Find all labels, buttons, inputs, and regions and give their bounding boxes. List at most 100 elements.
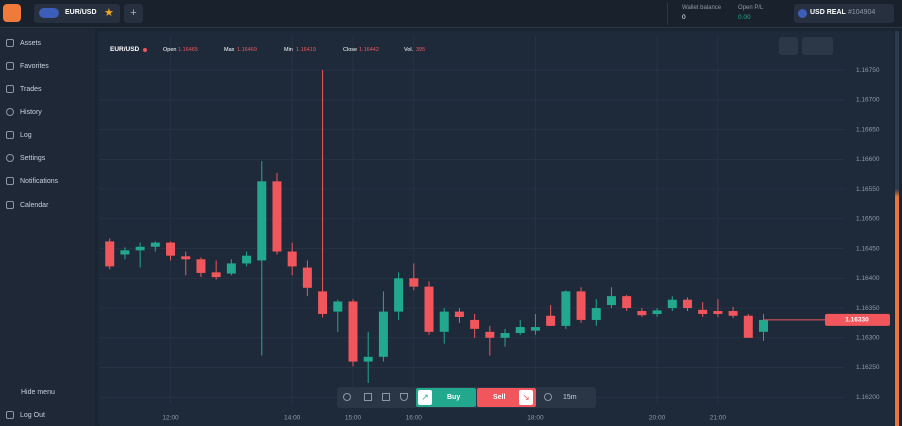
candle-body bbox=[728, 311, 738, 316]
candle-body bbox=[652, 310, 662, 314]
tool-icon[interactable] bbox=[382, 393, 390, 401]
y-tick-label: 1.16750 bbox=[856, 67, 880, 74]
candle-body bbox=[698, 309, 708, 314]
min-value: 1.16419 bbox=[296, 47, 316, 53]
y-tick-label: 1.16700 bbox=[856, 97, 880, 104]
candle-body bbox=[530, 327, 540, 331]
star-icon[interactable]: ★ bbox=[104, 7, 114, 19]
candle-body bbox=[242, 255, 252, 264]
close-value: 1.16442 bbox=[359, 47, 379, 53]
y-tick-label: 1.16400 bbox=[856, 275, 880, 282]
sidebar bbox=[0, 29, 95, 426]
candle-body bbox=[515, 327, 525, 334]
interval[interactable]: 15m bbox=[563, 394, 577, 401]
wallet-label: Wallet balance bbox=[682, 5, 722, 11]
logo[interactable] bbox=[3, 4, 21, 22]
max-value: 1.16469 bbox=[237, 47, 257, 53]
flag-icon bbox=[39, 8, 59, 18]
open-value: 1.16465 bbox=[178, 47, 198, 53]
nav-item[interactable]: History bbox=[6, 108, 42, 116]
y-tick-label: 1.16600 bbox=[856, 156, 880, 163]
account-id: #104904 bbox=[848, 9, 876, 16]
nav-label: Log Out bbox=[20, 411, 45, 419]
pl-label: Open P/L bbox=[738, 5, 764, 11]
candle-body bbox=[211, 272, 221, 278]
nav-label: Settings bbox=[20, 154, 46, 162]
candle-body bbox=[409, 278, 419, 287]
buy-label: Buy bbox=[447, 394, 461, 401]
candle-body bbox=[166, 242, 176, 256]
candle-body bbox=[591, 308, 601, 320]
candle-body bbox=[196, 259, 206, 273]
candle-body bbox=[424, 286, 434, 332]
tool-icon[interactable] bbox=[400, 393, 408, 401]
divider bbox=[667, 3, 668, 25]
nav-item[interactable]: Settings bbox=[6, 154, 45, 162]
y-tick-label: 1.16200 bbox=[856, 394, 880, 401]
sell-label: Sell bbox=[493, 394, 506, 401]
nav-item[interactable]: Calendar bbox=[6, 201, 48, 209]
layout-button[interactable] bbox=[802, 37, 833, 55]
y-tick-label: 1.16250 bbox=[856, 364, 880, 371]
nav-item[interactable]: Notifications bbox=[6, 177, 58, 185]
logout[interactable]: Log Out bbox=[6, 411, 45, 419]
candle-body bbox=[348, 301, 358, 362]
y-tick-label: 1.16350 bbox=[856, 305, 880, 312]
y-tick-label: 1.16300 bbox=[856, 335, 880, 342]
y-tick-label: 1.16450 bbox=[856, 245, 880, 252]
nav-label: Assets bbox=[20, 39, 42, 47]
nav-item[interactable]: Trades bbox=[6, 85, 42, 93]
tab-label: EUR/USD bbox=[65, 9, 97, 16]
hide-menu[interactable]: Hide menu bbox=[21, 389, 55, 396]
tool-icon[interactable] bbox=[364, 393, 372, 401]
candle-body bbox=[394, 278, 404, 312]
nav-label: Notifications bbox=[20, 177, 59, 185]
nav-item[interactable]: Log bbox=[6, 131, 32, 139]
candle-body bbox=[257, 181, 267, 261]
side-strip bbox=[895, 31, 899, 426]
candle-body bbox=[272, 181, 282, 252]
account-selector[interactable] bbox=[794, 4, 894, 23]
price-label: 1.16330 bbox=[845, 317, 869, 324]
x-tick-label: 21:00 bbox=[710, 415, 727, 422]
candle-body bbox=[363, 356, 373, 362]
x-tick-label: 12:00 bbox=[162, 415, 179, 422]
candle-body bbox=[713, 311, 723, 314]
vol-label: Vol. bbox=[404, 47, 414, 53]
account-label: USD REAL bbox=[810, 9, 846, 16]
candle-body bbox=[759, 319, 769, 332]
max-label: Max bbox=[224, 47, 235, 53]
close-label: Close bbox=[343, 47, 358, 53]
candle-body bbox=[287, 251, 297, 267]
candle-body bbox=[485, 331, 495, 338]
clock-button[interactable] bbox=[779, 37, 798, 55]
candle-body bbox=[105, 241, 115, 267]
candle-body bbox=[637, 311, 647, 316]
y-tick-label: 1.16550 bbox=[856, 186, 880, 193]
x-tick-label: 14:00 bbox=[284, 415, 301, 422]
nav-label: Calendar bbox=[20, 201, 49, 209]
nav-item[interactable]: Assets bbox=[6, 39, 41, 47]
candle-body bbox=[470, 319, 480, 329]
y-tick-label: 1.16500 bbox=[856, 216, 880, 223]
candle-body bbox=[150, 242, 160, 247]
tool-icon[interactable] bbox=[343, 393, 351, 401]
candle-body bbox=[135, 246, 145, 251]
nav-item[interactable]: Favorites bbox=[6, 62, 49, 70]
candle-body bbox=[226, 263, 236, 274]
symbol: EUR/USD bbox=[110, 46, 140, 53]
pl-value: 0.00 bbox=[738, 14, 751, 21]
candle-body bbox=[318, 291, 328, 314]
nav-label: Favorites bbox=[20, 62, 49, 70]
nav-label: Trades bbox=[20, 85, 42, 93]
add-tab[interactable]: + bbox=[124, 4, 143, 23]
x-tick-label: 16:00 bbox=[406, 415, 423, 422]
open-label: Open bbox=[163, 47, 177, 53]
live-dot bbox=[143, 48, 147, 52]
candle-body bbox=[120, 250, 130, 255]
candle-body bbox=[576, 291, 586, 320]
top-bar bbox=[0, 0, 902, 28]
candle-body bbox=[546, 315, 556, 326]
settings-icon[interactable] bbox=[544, 393, 552, 401]
